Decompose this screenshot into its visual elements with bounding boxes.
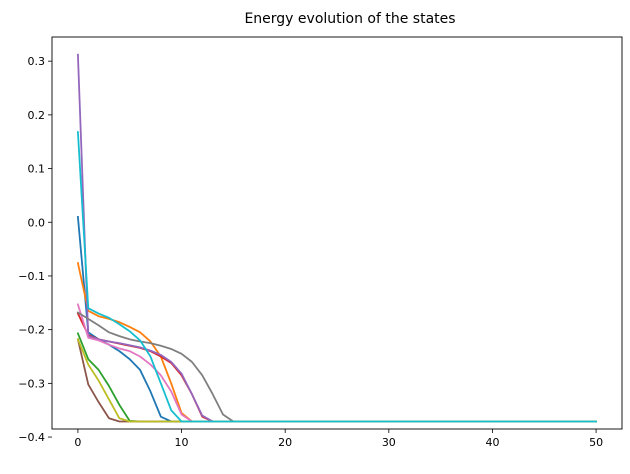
y-tick-label: 0.2 bbox=[28, 109, 46, 122]
series-group bbox=[76, 53, 597, 423]
x-tick-label: 0 bbox=[74, 436, 81, 449]
series-line-9 bbox=[76, 338, 597, 423]
y-tick-label: 0.1 bbox=[28, 163, 46, 176]
y-axis: −0.4 −0.3 −0.2 −0.1 0.0 0.1 0.2 0.3 bbox=[18, 55, 52, 444]
y-tick-label: −0.2 bbox=[18, 324, 45, 337]
series-line-10 bbox=[76, 131, 597, 423]
x-tick-label: 20 bbox=[278, 436, 292, 449]
y-tick-label: −0.3 bbox=[18, 377, 45, 390]
chart-title: Energy evolution of the states bbox=[244, 11, 455, 27]
y-tick-label: −0.4 bbox=[18, 431, 45, 444]
x-tick-label: 40 bbox=[485, 436, 499, 449]
series-line-7 bbox=[76, 303, 597, 423]
plot-area: 0 10 20 30 40 50 −0.4 −0.3 −0.2 −0.1 0.0 0.1 0.2 0.3 bbox=[18, 36, 623, 449]
x-axis: 0 10 20 30 40 50 bbox=[74, 429, 603, 449]
y-tick-label: 0.0 bbox=[28, 216, 46, 229]
series-line-5 bbox=[76, 53, 597, 423]
y-tick-label: −0.1 bbox=[18, 270, 45, 283]
x-tick-label: 50 bbox=[589, 436, 603, 449]
x-tick-label: 30 bbox=[382, 436, 396, 449]
y-tick-label: 0.3 bbox=[28, 55, 46, 68]
axes-frame bbox=[51, 36, 623, 430]
x-tick-label: 10 bbox=[175, 436, 189, 449]
series-line-8 bbox=[76, 311, 597, 423]
